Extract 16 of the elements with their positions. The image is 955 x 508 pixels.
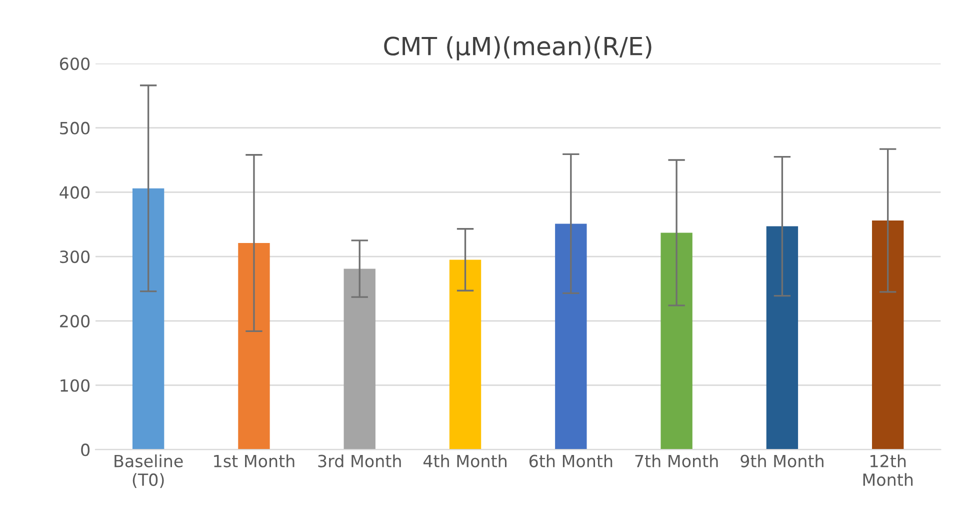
y-tick-label: 0	[81, 444, 90, 456]
x-tick-label: 12th Month	[863, 454, 913, 486]
y-tick-label: 300	[60, 250, 90, 264]
x-tick-label: 6th Month	[529, 454, 612, 468]
x-tick-label: 1st Month	[214, 454, 294, 468]
x-tick-label: 3rd Month	[318, 454, 401, 468]
y-tick-label: 400	[60, 186, 90, 199]
x-tick-label: 7th Month	[635, 454, 718, 468]
y-tick-label: 600	[60, 57, 90, 70]
y-tick-label: 500	[60, 122, 90, 134]
y-tick-label: 200	[60, 314, 90, 328]
chart-title: CMT (µM)(mean)(R/E)	[384, 36, 652, 60]
x-tick-label: 4th Month	[423, 454, 506, 468]
x-tick-label: 9th Month	[740, 454, 824, 468]
x-tick-label: Baseline (T0)	[114, 454, 183, 488]
y-tick-label: 100	[60, 379, 90, 392]
